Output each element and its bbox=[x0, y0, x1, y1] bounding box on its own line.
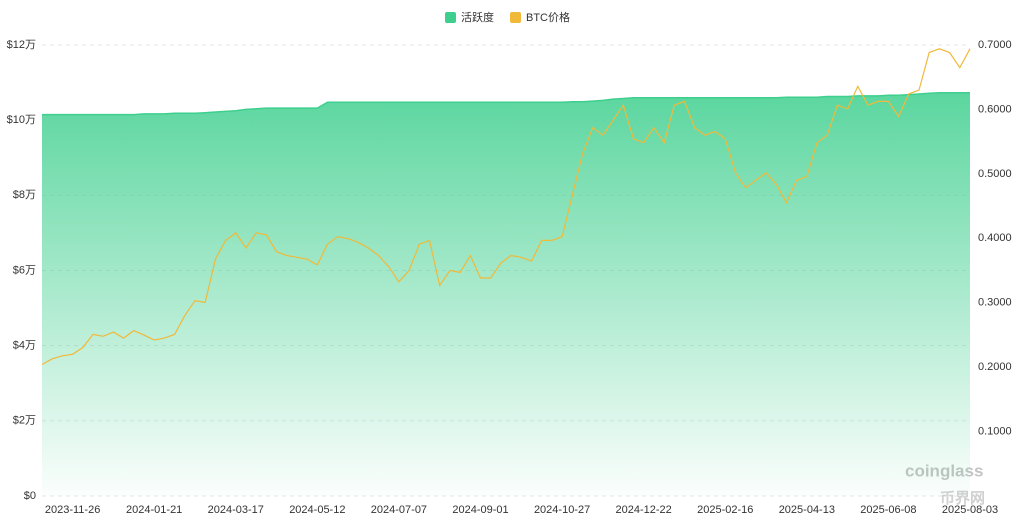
activity-line bbox=[42, 91, 970, 116]
y-tick-label: $2万 bbox=[13, 415, 36, 427]
y2-tick-label: 0.4000 bbox=[978, 232, 1012, 244]
x-tick-label: 2025-04-13 bbox=[779, 504, 835, 516]
x-tick-label: 2024-05-12 bbox=[289, 504, 345, 516]
y2-tick-label: 0.6000 bbox=[978, 103, 1012, 115]
y-tick-label: $10万 bbox=[7, 114, 36, 126]
activity-area bbox=[42, 92, 970, 496]
y2-tick-label: 0.5000 bbox=[978, 168, 1012, 180]
legend-label: 活跃度 bbox=[461, 10, 494, 24]
x-tick-label: 2025-02-16 bbox=[697, 504, 753, 516]
y2-tick-label: 0.7000 bbox=[978, 39, 1012, 51]
y2-tick-label: 0.2000 bbox=[978, 361, 1012, 373]
legend-label: BTC价格 bbox=[526, 10, 570, 24]
x-tick-label: 2024-12-22 bbox=[616, 504, 672, 516]
x-tick-label: 2024-07-07 bbox=[371, 504, 427, 516]
x-tick-label: 2024-10-27 bbox=[534, 504, 590, 516]
y2-tick-label: 0.1000 bbox=[978, 425, 1012, 437]
y-tick-label: $0 bbox=[24, 490, 36, 502]
x-tick-label: 2025-06-08 bbox=[860, 504, 916, 516]
x-tick-label: 2025-08-03 bbox=[942, 504, 998, 516]
x-tick-label: 2024-01-21 bbox=[126, 504, 182, 516]
price-line bbox=[41, 48, 971, 366]
y-tick-label: $8万 bbox=[13, 189, 36, 201]
y-tick-label: $12万 bbox=[7, 39, 36, 51]
legend-swatch bbox=[445, 12, 456, 23]
y-tick-label: $6万 bbox=[13, 264, 36, 276]
x-tick-label: 2023-11-26 bbox=[45, 504, 100, 516]
y-tick-label: $4万 bbox=[13, 340, 36, 352]
x-tick-label: 2024-03-17 bbox=[208, 504, 264, 516]
x-tick-label: 2024-09-01 bbox=[452, 504, 508, 516]
y2-tick-label: 0.3000 bbox=[978, 297, 1012, 309]
legend-swatch bbox=[510, 12, 521, 23]
